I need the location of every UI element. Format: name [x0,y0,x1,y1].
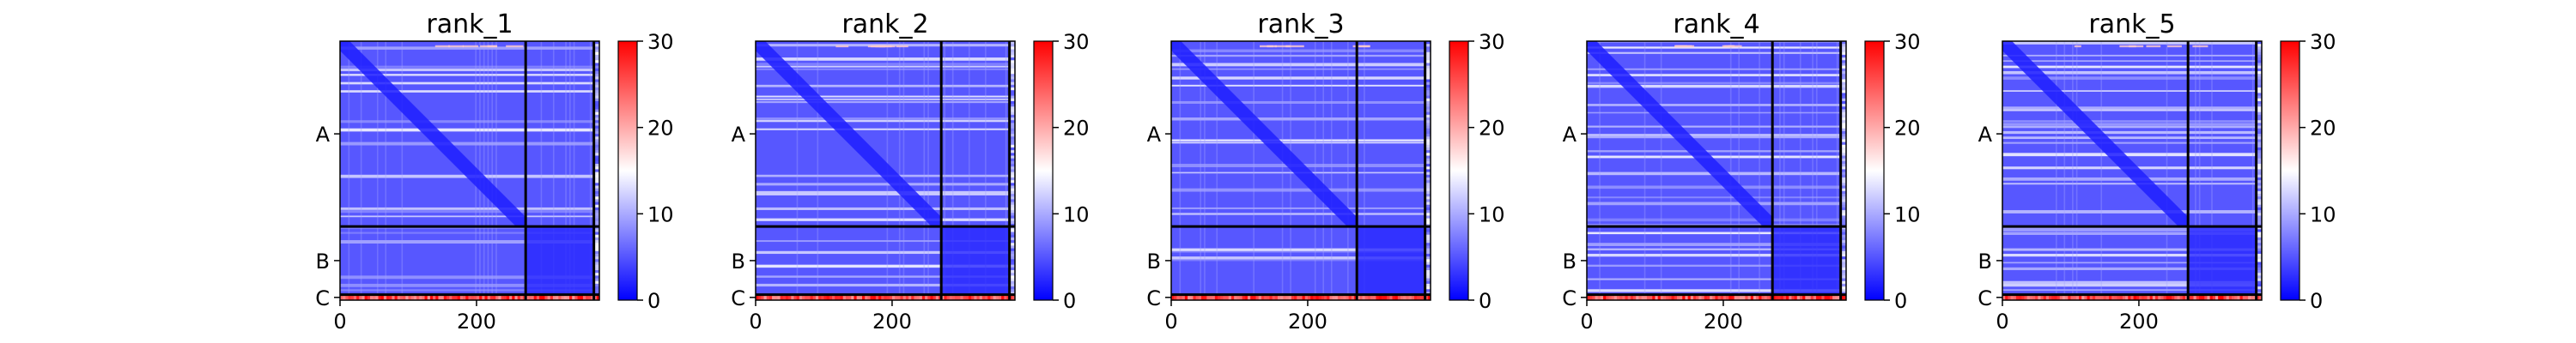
colorbar-tick-label: 10 [1894,202,1921,226]
chain-label: B [1147,250,1161,274]
chain-label: C [731,286,745,310]
colorbar: 0 10 20 30 [617,30,674,313]
colorbar-gradient [1449,40,1469,301]
colorbar-tick-label: 10 [2310,202,2336,226]
axes-frame [1586,40,1847,301]
chain-c-row [756,294,1016,300]
chain-label: A [1563,123,1577,147]
colorbar-tick-label: 0 [647,289,660,313]
colorbar-tick-label: 30 [1479,30,1505,54]
chain-label: A [732,123,746,147]
colorbar-gradient [1864,40,1885,301]
x-tick-label: 200 [872,310,912,334]
pae-matrix [756,41,1016,300]
chain-c-row [2002,294,2263,300]
diagonal-band [1587,41,1773,227]
chain-label: C [1978,286,1992,310]
colorbar-tick-label: 0 [1479,289,1492,313]
colorbar-tick-label: 20 [2310,117,2336,141]
colorbar-tick-label: 20 [1894,117,1921,141]
chain-label: A [316,123,331,147]
colorbar: 0 10 20 30 [1449,30,1505,313]
axes-frame [2002,40,2263,301]
diagonal-band [340,41,526,227]
chain-label: C [1146,286,1161,310]
panel-title: rank_1 [426,9,513,39]
pae-matrix [1171,41,1431,300]
axes-frame [339,40,600,301]
chain-label: A [1978,123,1993,147]
chain-label: C [315,286,330,310]
panel-title: rank_3 [1257,9,1344,39]
chain-label: B [732,250,745,274]
colorbar-gradient [1033,40,1054,301]
colorbar-tick-label: 30 [2310,30,2336,54]
diagonal-band [756,41,942,227]
chain-c-row [1171,294,1431,300]
colorbar-tick-label: 20 [1063,117,1090,141]
x-tick-label: 0 [749,310,762,334]
x-tick-label: 200 [2119,310,2159,334]
colorbar: 0 10 20 30 [1033,30,1090,313]
panel-title: rank_5 [2088,9,2175,39]
panel-title: rank_4 [1673,9,1759,39]
colorbar-tick-label: 0 [1894,289,1907,313]
colorbar-tick-label: 10 [1479,202,1505,226]
axes-frame [755,40,1016,301]
x-tick-label: 200 [1288,310,1327,334]
chain-c-row [340,294,600,300]
colorbar: 0 10 20 30 [1864,30,1921,313]
diagonal-band [1171,41,1358,227]
axes-frame [1170,40,1431,301]
colorbar-tick-label: 0 [1063,289,1076,313]
x-tick-label: 0 [1580,310,1593,334]
x-tick-label: 0 [1996,310,2008,334]
chain-label: B [1563,250,1577,274]
x-tick-label: 0 [333,310,346,334]
colorbar-gradient [2280,40,2300,301]
pae-matrix [2002,41,2263,300]
colorbar-tick-label: 20 [647,117,674,141]
chain-label: C [1562,286,1577,310]
x-tick-label: 200 [1704,310,1743,334]
diagonal-band [2002,41,2189,227]
panel-title: rank_2 [841,9,928,39]
pae-matrix [1587,41,1847,300]
colorbar-tick-label: 10 [1063,202,1090,226]
x-tick-label: 200 [457,310,496,334]
chain-label: B [1978,250,1992,274]
colorbar: 0 10 20 30 [2280,30,2336,313]
chain-label: B [316,250,330,274]
pae-matrix [340,41,600,300]
colorbar-tick-label: 0 [2310,289,2323,313]
chain-label: A [1147,123,1162,147]
colorbar-tick-label: 30 [1894,30,1921,54]
x-tick-label: 0 [1164,310,1177,334]
colorbar-tick-label: 10 [647,202,674,226]
colorbar-tick-label: 30 [647,30,674,54]
colorbar-tick-label: 30 [1063,30,1090,54]
colorbar-gradient [617,40,638,301]
colorbar-tick-label: 20 [1479,117,1505,141]
